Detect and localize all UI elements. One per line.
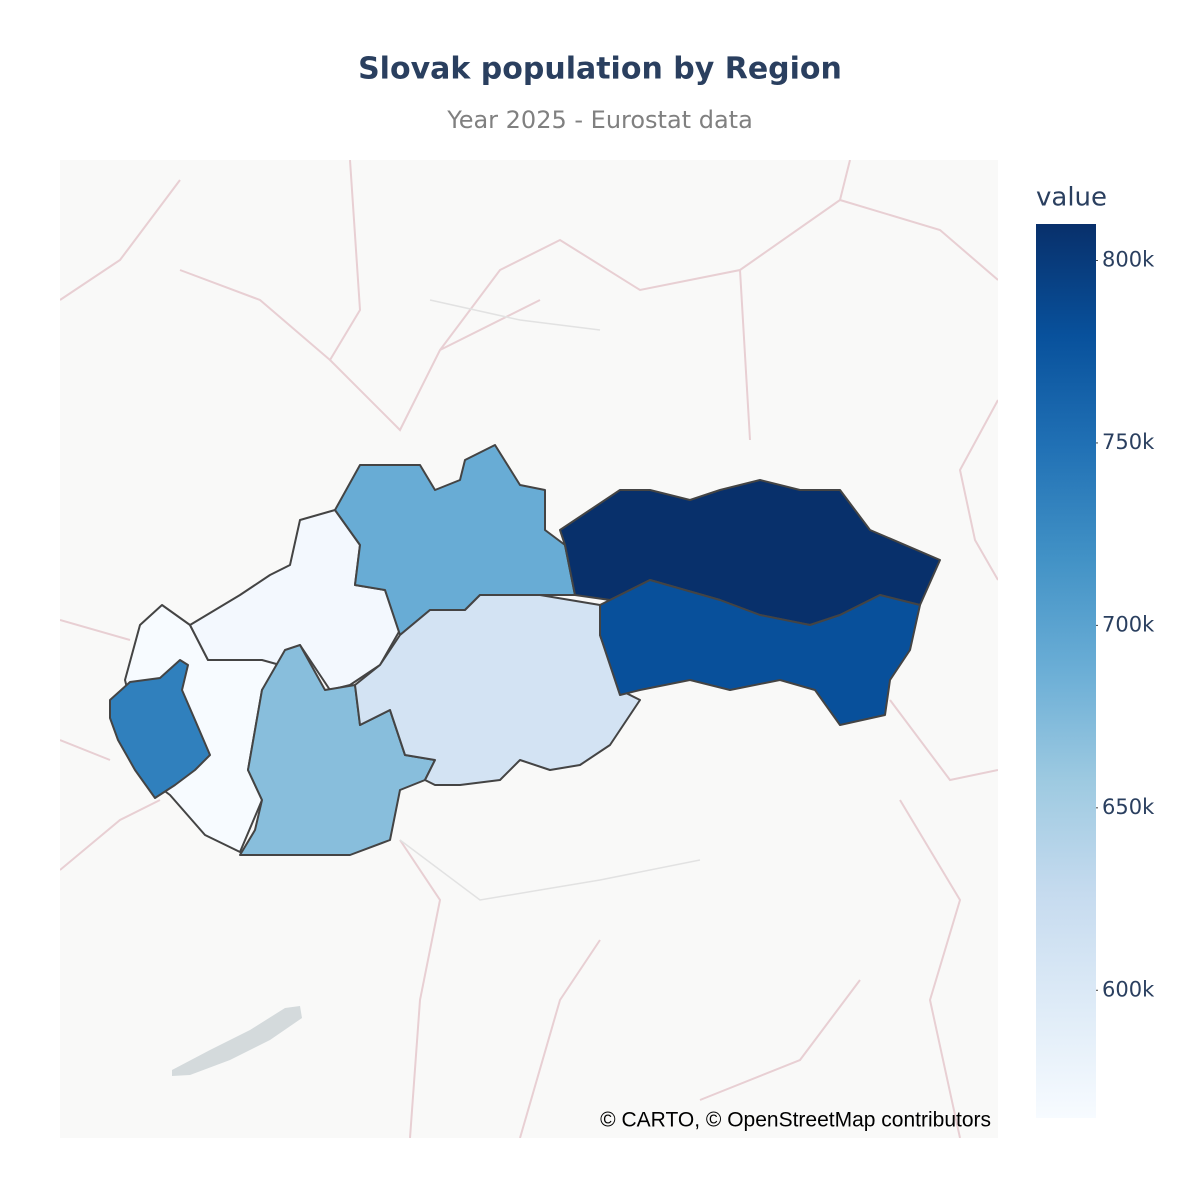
colorbar-tick-label: 600k bbox=[1102, 977, 1155, 1001]
colorbar-tick-label: 650k bbox=[1102, 795, 1155, 819]
region[interactable] bbox=[599, 579, 921, 726]
colorbar-tick-label: 800k bbox=[1102, 247, 1155, 271]
colorbar-tick-label: 750k bbox=[1102, 430, 1155, 454]
basemap-borders bbox=[60, 160, 998, 1138]
colorbar-tick-label: 700k bbox=[1102, 612, 1155, 636]
map bbox=[60, 160, 998, 1138]
region[interactable] bbox=[109, 659, 211, 799]
title: Slovak population by Region bbox=[358, 52, 842, 87]
colorbar-ticks: 600k 650k 700k 750k 800k bbox=[1096, 247, 1155, 1001]
colorbar bbox=[1036, 224, 1096, 1118]
attribution: © CARTO, © OpenStreetMap contributors bbox=[600, 1109, 991, 1132]
subtitle: Year 2025 - Eurostat data bbox=[446, 106, 753, 134]
colorbar-title: value bbox=[1036, 183, 1107, 213]
region[interactable] bbox=[354, 594, 641, 786]
regions bbox=[109, 444, 941, 856]
